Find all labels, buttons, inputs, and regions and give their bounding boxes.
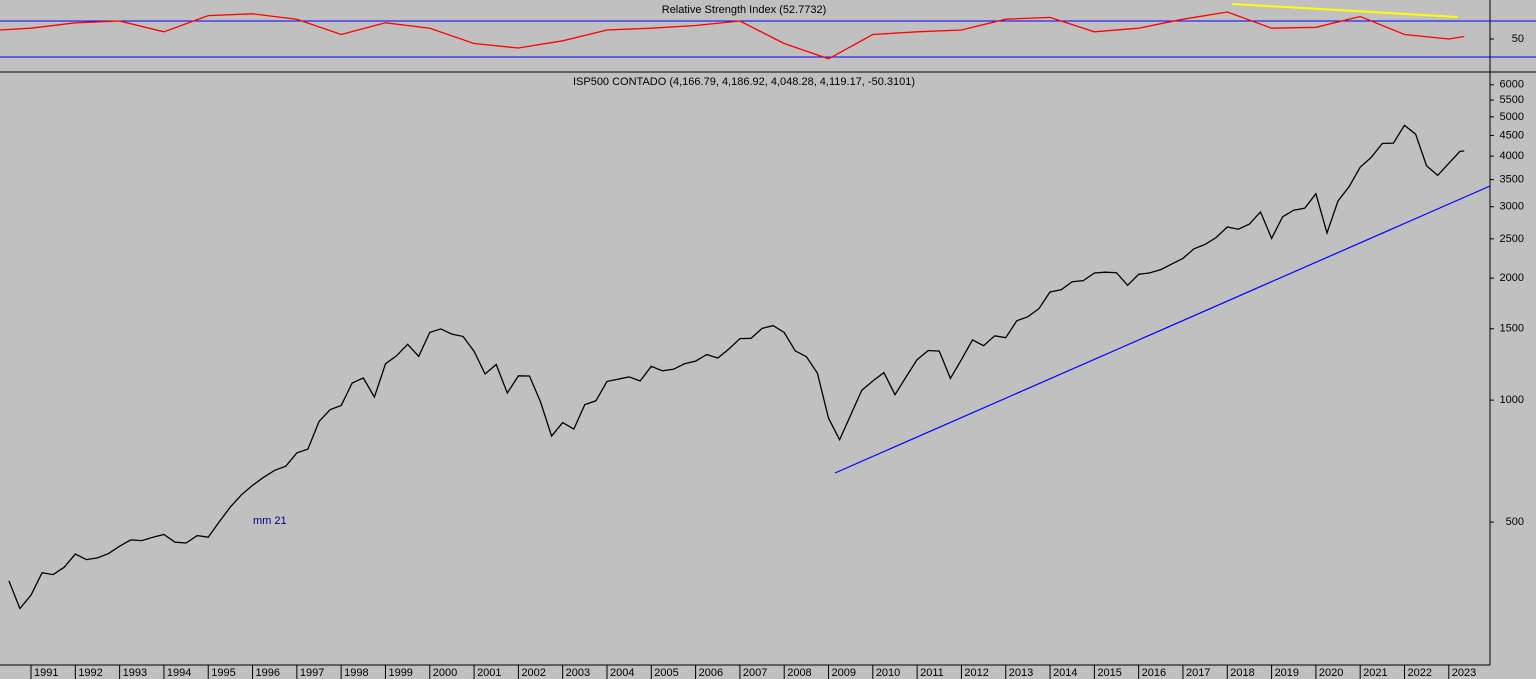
x-tick-label: 2008 xyxy=(787,667,811,679)
series-label: mm 21 xyxy=(253,515,287,527)
x-tick-label: 2003 xyxy=(566,667,590,679)
x-tick-label: 2013 xyxy=(1009,667,1033,679)
x-tick-label: 2017 xyxy=(1186,667,1210,679)
y-tick-label: 5500 xyxy=(1500,94,1524,106)
chart-title: ISP500 CONTADO (4,166.79, 4,186.92, 4,04… xyxy=(573,76,915,88)
x-tick-label: 1991 xyxy=(34,667,58,679)
y-tick-label: 1500 xyxy=(1500,323,1524,335)
y-tick-label: 1000 xyxy=(1500,394,1524,406)
y-tick-label: 3000 xyxy=(1500,201,1524,213)
x-tick-label: 1994 xyxy=(167,667,191,679)
series-line xyxy=(0,11,1465,60)
x-tick-label: 2021 xyxy=(1363,667,1387,679)
y-tick-label: 3500 xyxy=(1500,174,1524,186)
x-tick-label: 2004 xyxy=(610,667,634,679)
y-tick-label: 4000 xyxy=(1500,150,1524,162)
x-tick-label: 2012 xyxy=(964,667,988,679)
x-tick-label: 2023 xyxy=(1452,667,1476,679)
x-tick-label: 2006 xyxy=(699,667,723,679)
trend-line xyxy=(834,185,1491,474)
x-tick-label: 2020 xyxy=(1319,667,1343,679)
x-tick-label: 2015 xyxy=(1097,667,1121,679)
x-tick-label: 2014 xyxy=(1053,667,1077,679)
x-tick-label: 1993 xyxy=(123,667,147,679)
series-line xyxy=(8,124,1465,610)
y-tick-label: 5000 xyxy=(1500,111,1524,123)
rsi-title: Relative Strength Index (52.7732) xyxy=(662,4,827,16)
x-tick-label: 2016 xyxy=(1142,667,1166,679)
y-tick-label: 4500 xyxy=(1500,129,1524,141)
x-tick-label: 2011 xyxy=(920,667,944,679)
y-tick-label: 500 xyxy=(1506,516,1524,528)
y-tick-label: 6000 xyxy=(1500,79,1524,91)
x-tick-label: 2001 xyxy=(477,667,501,679)
x-tick-label: 2022 xyxy=(1407,667,1431,679)
x-tick-label: 2000 xyxy=(433,667,457,679)
x-tick-label: 1999 xyxy=(388,667,412,679)
x-tick-label: 1995 xyxy=(211,667,235,679)
x-tick-label: 2019 xyxy=(1275,667,1299,679)
x-tick-label: 2009 xyxy=(832,667,856,679)
rsi-trend-line xyxy=(1231,3,1459,18)
x-tick-label: 2002 xyxy=(521,667,545,679)
x-tick-label: 1996 xyxy=(256,667,280,679)
x-tick-label: 2018 xyxy=(1230,667,1254,679)
x-tick-label: 2010 xyxy=(876,667,900,679)
x-tick-label: 1992 xyxy=(78,667,102,679)
x-tick-label: 1997 xyxy=(300,667,324,679)
y-tick-label: 50 xyxy=(1512,33,1524,45)
y-tick-label: 2000 xyxy=(1500,272,1524,284)
y-tick-label: 2500 xyxy=(1500,233,1524,245)
x-tick-label: 1998 xyxy=(344,667,368,679)
x-tick-label: 2005 xyxy=(654,667,678,679)
x-tick-label: 2007 xyxy=(743,667,767,679)
